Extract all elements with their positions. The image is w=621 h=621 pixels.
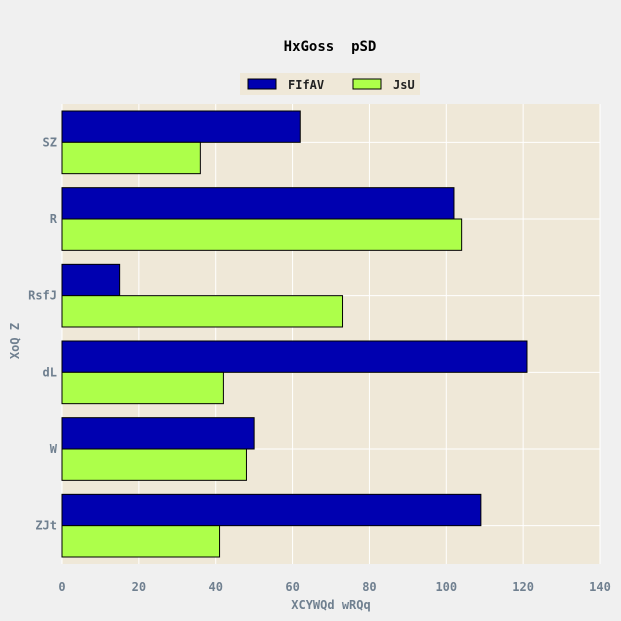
bars <box>61 110 528 558</box>
x-tick-label: 120 <box>512 580 534 594</box>
plot-area <box>62 104 600 564</box>
bar-2-R <box>61 218 463 251</box>
y-axis-label: XoQ Z <box>8 323 22 359</box>
y-tick-label: ZJt <box>35 519 57 533</box>
x-tick-label: 80 <box>362 580 376 594</box>
legend-swatch-series-1 <box>247 78 277 90</box>
x-axis-label: XCYWQd wRQq <box>291 598 370 612</box>
y-tick-label: dL <box>43 365 57 379</box>
legend-swatch-series-2 <box>352 78 382 90</box>
y-tick-label: RsfJ <box>28 289 57 303</box>
legend-label-series-1: FIfAV <box>288 78 324 92</box>
bar-1-W <box>61 417 255 450</box>
legend-label-series-2: JsU <box>393 78 415 92</box>
x-tick-label: 40 <box>208 580 222 594</box>
bar-1-SZ <box>61 110 301 143</box>
x-tick-labels: 0 20 40 60 80 100 120 140 <box>58 580 610 594</box>
bar-1-dL <box>61 340 528 373</box>
bar-2-dL <box>61 371 224 405</box>
x-tick-label: 0 <box>58 580 65 594</box>
y-tick-labels: SZ R RsfJ dL W ZJt <box>28 135 58 532</box>
bar-1-ZJt <box>61 493 482 527</box>
x-tick-label: 60 <box>285 580 299 594</box>
bar-1-RsfJ <box>61 263 121 297</box>
x-tick-label: 20 <box>132 580 146 594</box>
x-tick-label: 100 <box>435 580 457 594</box>
bar-1-R <box>61 187 455 220</box>
y-tick-label: R <box>50 212 58 226</box>
y-tick-label: SZ <box>43 135 57 149</box>
bar-2-W <box>61 448 247 481</box>
bar-2-ZJt <box>61 525 221 558</box>
legend: FIfAV JsU <box>240 73 420 95</box>
y-tick-label: W <box>50 442 58 456</box>
x-tick-label: 140 <box>589 580 611 594</box>
bar-2-RsfJ <box>61 295 344 328</box>
bar-2-SZ <box>61 141 201 175</box>
chart-title: HxGoss pSD <box>284 39 377 55</box>
